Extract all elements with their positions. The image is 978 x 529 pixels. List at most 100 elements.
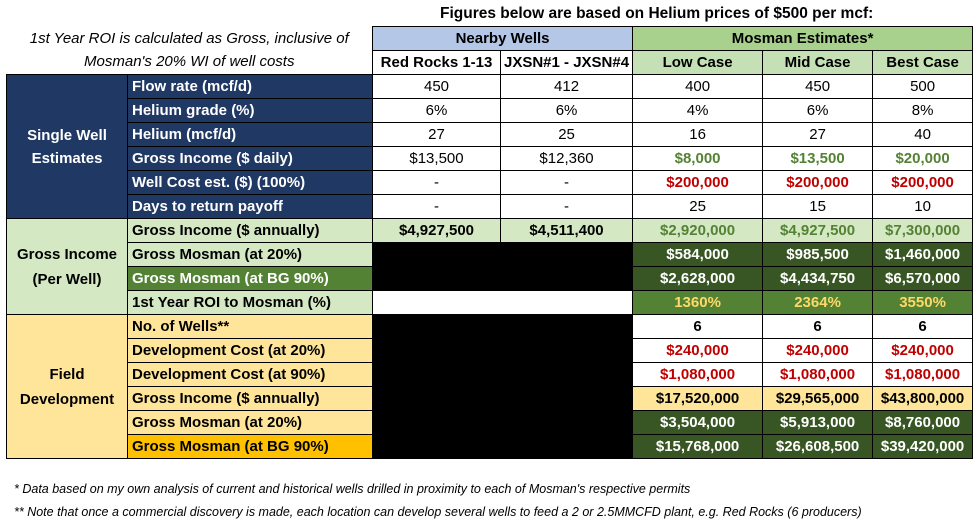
table-cell: $5,913,000: [762, 410, 874, 435]
table-row: Gross Mosman (at 20%) $584,000 $985,500 …: [7, 242, 974, 291]
table-cell: $985,500: [762, 242, 874, 267]
row-label: Gross Income ($ annually): [127, 218, 373, 243]
helium-estimates-table: 1st Year ROI is calculated as Gross, inc…: [6, 26, 974, 459]
table-cell: $1,080,000: [872, 362, 974, 387]
row-label: Gross Mosman (at BG 90%): [127, 434, 373, 459]
table-row: Gross Mosman (at BG 90%) $2,628,000 $4,4…: [7, 266, 974, 291]
col-header-best-case: Best Case: [872, 50, 974, 75]
table-row: Gross Income (Per Well) Gross Income ($ …: [6, 218, 974, 315]
table-cell: -: [372, 194, 501, 219]
table-cell: $12,360: [499, 146, 634, 171]
row-label: Days to return payoff: [127, 194, 373, 219]
table-cell: 450: [372, 74, 501, 99]
table-cell: 6%: [499, 98, 634, 123]
section-gross-income: Gross Income (Per Well): [6, 218, 128, 315]
row-label: Development Cost (at 20%): [127, 338, 373, 363]
table-cell: 25: [632, 194, 764, 219]
mosman-estimates-header: Mosman Estimates*: [632, 26, 974, 51]
group-header-row: 1st Year ROI is calculated as Gross, inc…: [7, 26, 974, 70]
row-label: Development Cost (at 90%): [127, 362, 373, 387]
table-cell: $13,500: [372, 146, 501, 171]
redacted-block: [371, 314, 634, 459]
table-cell: $43,800,000: [872, 386, 974, 411]
footnote-data-source: * Data based on my own analysis of curre…: [14, 482, 691, 496]
table-cell: $4,927,500: [762, 218, 874, 243]
table-cell: 8%: [872, 98, 974, 123]
table-cell: 6%: [762, 98, 874, 123]
table-cell: $13,500: [762, 146, 874, 171]
table-cell: 15: [762, 194, 874, 219]
table-cell: $39,420,000: [872, 434, 974, 459]
table-row: 1st Year ROI to Mosman (%) 1360% 2364% 3…: [7, 290, 974, 315]
table-cell: 6: [872, 314, 974, 339]
table-cell: $200,000: [632, 170, 764, 195]
column-header-row: Red Rocks 1-13 JXSN#1 - JXSN#4 Low Case …: [7, 50, 974, 75]
table-cell: $200,000: [872, 170, 974, 195]
row-label: Helium (mcf/d): [127, 122, 373, 147]
row-label: Gross Income ($ daily): [127, 146, 373, 171]
table-cell: $3,504,000: [632, 410, 764, 435]
table-row: Single Well Estimates Flow rate (mcf/d) …: [6, 74, 974, 219]
table-cell: 6: [762, 314, 874, 339]
table-cell: 6: [632, 314, 764, 339]
row-label: Helium grade (%): [127, 98, 373, 123]
table-cell: $7,300,000: [872, 218, 974, 243]
table-cell: 500: [872, 74, 974, 99]
table-cell: 27: [762, 122, 874, 147]
roi-calculation-note: 1st Year ROI is calculated as Gross, inc…: [29, 30, 349, 71]
table-cell: $26,608,500: [762, 434, 874, 459]
table-row: Gross Income ($ annually) $17,520,000 $2…: [7, 386, 974, 411]
table-row: Gross Mosman (at 20%) $3,504,000 $5,913,…: [7, 410, 974, 435]
table-cell: -: [499, 194, 634, 219]
table-cell: 40: [872, 122, 974, 147]
table-cell: 16: [632, 122, 764, 147]
col-header-low-case: Low Case: [632, 50, 764, 75]
table-cell: $4,511,400: [499, 218, 634, 243]
table-cell: 1360%: [632, 290, 764, 315]
table-cell: $584,000: [632, 242, 764, 267]
table-cell: $240,000: [872, 338, 974, 363]
table-cell: 412: [499, 74, 634, 99]
table-cell: $8,760,000: [872, 410, 974, 435]
table-row: Well Cost est. ($) (100%) - - $200,000 $…: [7, 170, 974, 195]
table-cell: $1,460,000: [872, 242, 974, 267]
row-label: Gross Income ($ annually): [127, 386, 373, 411]
table-cell: 2364%: [762, 290, 874, 315]
table-cell: 27: [372, 122, 501, 147]
table-cell: 10: [872, 194, 974, 219]
table-row: Development Cost (at 20%) $240,000 $240,…: [7, 338, 974, 363]
table-cell: 450: [762, 74, 874, 99]
table-row: Development Cost (at 90%) $1,080,000 $1,…: [7, 362, 974, 387]
table-cell: $2,628,000: [632, 266, 764, 291]
table-cell: $2,920,000: [632, 218, 764, 243]
row-label: Flow rate (mcf/d): [127, 74, 373, 99]
table-cell: $240,000: [632, 338, 764, 363]
table-row: Field Development No. of Wells** 6 6 6: [6, 314, 974, 459]
row-label: Well Cost est. ($) (100%): [127, 170, 373, 195]
table-row: Helium (mcf/d) 27 25 16 27 40: [7, 122, 974, 147]
row-label: 1st Year ROI to Mosman (%): [127, 290, 373, 315]
table-cell: $200,000: [762, 170, 874, 195]
table-cell: $1,080,000: [762, 362, 874, 387]
row-label: No. of Wells**: [127, 314, 373, 339]
table-row: Days to return payoff - - 25 15 10: [7, 194, 974, 219]
table-row: Gross Income ($ daily) $13,500 $12,360 $…: [7, 146, 974, 171]
table-cell: $240,000: [762, 338, 874, 363]
empty-cell: [371, 290, 633, 315]
table-title: Figures below are based on Helium prices…: [440, 5, 874, 22]
row-label: Gross Mosman (at BG 90%): [127, 266, 373, 291]
section-field-development: Field Development: [6, 314, 128, 459]
table-cell: $4,434,750: [762, 266, 874, 291]
footnote-wells: ** Note that once a commercial discovery…: [14, 505, 862, 519]
col-header-red-rocks: Red Rocks 1-13: [372, 50, 501, 75]
table-cell: -: [499, 170, 634, 195]
table-cell: 400: [632, 74, 764, 99]
nearby-wells-header: Nearby Wells: [371, 26, 634, 51]
table-row: Gross Mosman (at BG 90%) $15,768,000 $26…: [7, 434, 974, 459]
section-single-well: Single Well Estimates: [6, 74, 128, 219]
row-label: Gross Mosman (at 20%): [127, 242, 373, 267]
table-cell: -: [372, 170, 501, 195]
table-cell: 6%: [372, 98, 501, 123]
table-cell: 4%: [632, 98, 764, 123]
table-cell: $15,768,000: [632, 434, 764, 459]
